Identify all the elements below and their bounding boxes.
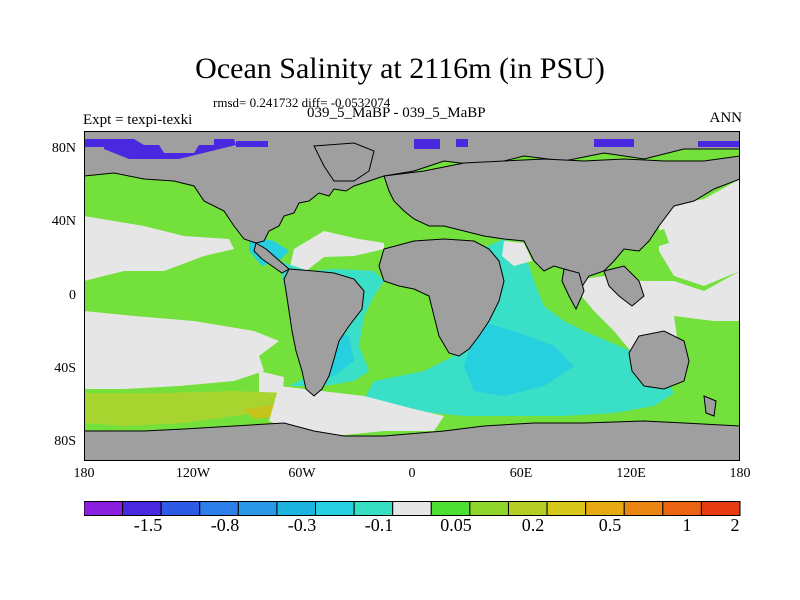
colorbar-swatch <box>276 501 317 516</box>
indian-ocean-negative <box>364 239 674 416</box>
colorbar-label: -0.8 <box>210 515 240 535</box>
colorbar-label: -1.5 <box>133 515 163 535</box>
weddell-neutral <box>269 386 444 436</box>
lon-label-120w: 120W <box>175 466 211 481</box>
south-pacific-positive <box>84 391 299 426</box>
salinity-map <box>84 131 740 461</box>
colorbar-swatch <box>315 501 355 516</box>
australia <box>628 330 690 390</box>
lat-label-40s: 40S <box>54 361 76 376</box>
colorbar-swatch <box>122 501 162 516</box>
lat-label-0: 0 <box>69 288 76 303</box>
rmsd-stats: rmsd= 0.241732 diff= -0.0532074 <box>213 95 391 110</box>
greenland <box>313 142 375 182</box>
colorbar-swatch <box>623 501 664 516</box>
colorbar-swatch <box>237 501 278 516</box>
north-atlantic <box>316 181 394 243</box>
colorbar-swatch <box>662 501 702 516</box>
arabian-sea-positive <box>534 271 624 336</box>
southeast-asia <box>603 265 645 307</box>
lon-label-0: 0 <box>408 466 416 481</box>
colorbar-label: 0.2 <box>521 515 545 535</box>
colorbar-label: 0.05 <box>440 515 472 535</box>
lat-label-80n: 80N <box>51 141 76 156</box>
colorbar-label: 2 <box>730 515 740 535</box>
lon-label-180e: 180 <box>729 466 751 481</box>
colorbar-label: -0.1 <box>364 515 394 535</box>
page-title: Ocean Salinity at 2116m (in PSU) <box>195 52 605 85</box>
indian-ocean-core <box>464 321 574 396</box>
colorbar-swatch <box>700 501 741 516</box>
colorbar-swatch <box>585 501 625 516</box>
lon-label-60e: 60E <box>509 466 533 481</box>
experiment-period: 039_5_MaBP - 039_5_MaBP <box>307 105 486 121</box>
lon-label-180w: 180 <box>73 466 95 481</box>
lat-label-80s: 80S <box>54 434 76 449</box>
colorbar-swatch <box>430 501 471 516</box>
colorbar-swatch <box>469 501 509 516</box>
land-masses <box>84 131 740 461</box>
south-pacific-neutral <box>84 311 279 389</box>
north-america <box>84 131 740 244</box>
colorbar-swatch <box>84 501 124 516</box>
season-label: ANN <box>709 110 743 126</box>
colorbar-swatch <box>199 501 239 516</box>
colorbar-swatch <box>160 501 201 516</box>
lon-label-60w: 60W <box>288 466 316 481</box>
colorbar-label: 0.5 <box>598 515 622 535</box>
antarctica <box>84 420 740 461</box>
colorbar-swatch <box>353 501 394 516</box>
northwest-pacific-neutral <box>659 179 740 286</box>
colorbar-swatch <box>507 501 548 516</box>
colorbar-swatch <box>546 501 587 516</box>
tasman-sea-positive <box>674 316 740 391</box>
south-america <box>283 268 365 397</box>
new-zealand <box>703 395 717 417</box>
north-pacific-neutral <box>84 216 234 281</box>
map-frame <box>84 131 740 461</box>
lat-label-40n: 40N <box>51 214 76 229</box>
red-sea-neutral <box>502 241 532 266</box>
experiment-label: Expt = texpi-texki <box>83 112 193 128</box>
central-america <box>253 242 290 274</box>
africa <box>378 238 505 357</box>
colorbar-label: 1 <box>682 515 692 535</box>
colorbar-label: -0.3 <box>287 515 317 535</box>
india <box>561 268 585 311</box>
north-atlantic-neutral <box>289 231 384 286</box>
eurasia <box>383 155 740 292</box>
arctic-negative <box>84 139 740 159</box>
colorbar <box>84 501 741 516</box>
colorbar-swatch <box>392 501 432 516</box>
lon-label-120e: 120E <box>616 466 646 481</box>
